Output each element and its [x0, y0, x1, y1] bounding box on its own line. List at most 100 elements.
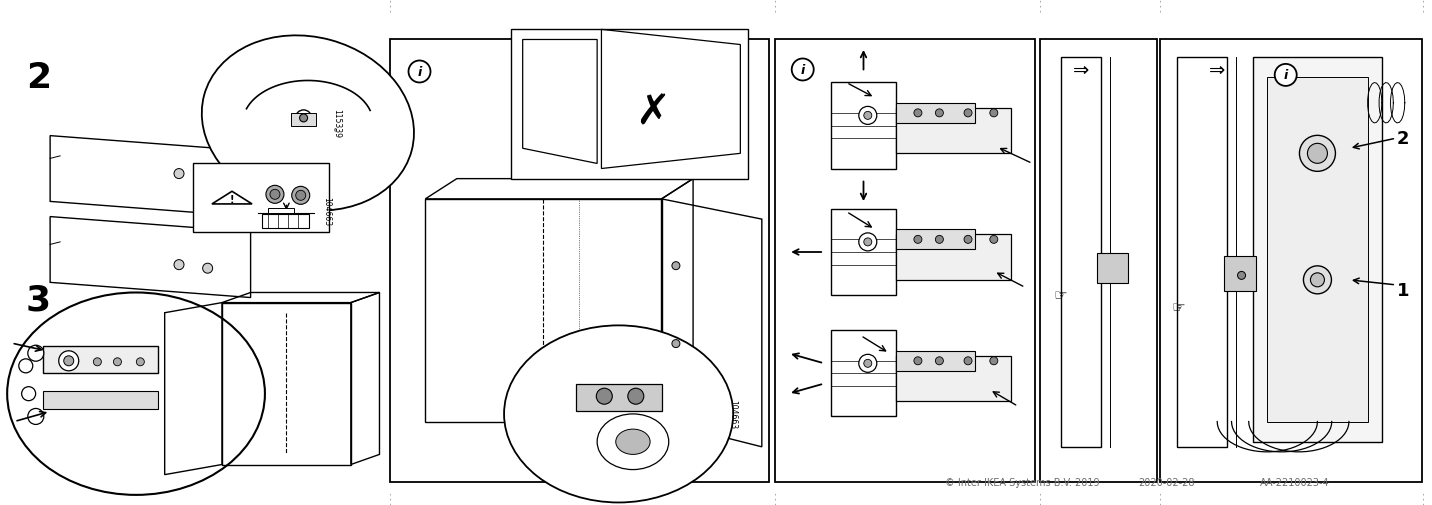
Circle shape [935, 110, 944, 118]
Text: e: e [331, 127, 337, 131]
Circle shape [990, 357, 998, 365]
Bar [896, 235, 1011, 280]
Bar [511, 30, 748, 179]
Circle shape [863, 238, 872, 246]
Circle shape [19, 359, 33, 373]
Circle shape [914, 236, 922, 244]
Bar [896, 109, 1011, 154]
Ellipse shape [616, 429, 650, 454]
Circle shape [1274, 65, 1297, 87]
Text: ⇒: ⇒ [1210, 61, 1226, 80]
Circle shape [859, 107, 876, 125]
Text: ☞: ☞ [1171, 300, 1186, 315]
Circle shape [990, 110, 998, 118]
Bar [291, 114, 316, 126]
Bar [896, 351, 975, 371]
Circle shape [266, 186, 284, 204]
Circle shape [408, 62, 431, 83]
Circle shape [203, 264, 212, 274]
Circle shape [175, 169, 183, 179]
Circle shape [863, 360, 872, 368]
Text: 115339: 115339 [332, 109, 341, 138]
Circle shape [271, 190, 279, 200]
Bar [832, 83, 896, 169]
Circle shape [1299, 136, 1336, 172]
Text: i: i [417, 66, 421, 79]
Circle shape [935, 357, 944, 365]
Bar [896, 104, 975, 124]
Circle shape [672, 340, 680, 348]
Circle shape [990, 236, 998, 244]
Ellipse shape [7, 293, 265, 495]
Bar [262, 214, 309, 228]
Circle shape [203, 173, 212, 183]
Bar [832, 210, 896, 295]
Bar [1267, 78, 1368, 422]
Text: ☞: ☞ [1054, 288, 1068, 303]
Circle shape [59, 351, 79, 371]
Circle shape [964, 357, 972, 365]
Text: 104663: 104663 [729, 399, 737, 429]
Circle shape [914, 110, 922, 118]
Circle shape [672, 262, 680, 270]
Text: 2020-02-28: 2020-02-28 [1138, 477, 1194, 487]
Text: i: i [800, 64, 805, 77]
Text: © Inter IKEA Systems B.V. 2019: © Inter IKEA Systems B.V. 2019 [945, 477, 1100, 487]
Bar [390, 40, 769, 482]
Bar [1160, 40, 1422, 482]
Circle shape [859, 233, 876, 251]
Circle shape [27, 345, 44, 362]
Circle shape [292, 187, 309, 205]
Bar [896, 356, 1011, 401]
Circle shape [1310, 273, 1325, 287]
Bar [1061, 58, 1101, 447]
Circle shape [64, 356, 73, 366]
Circle shape [935, 236, 944, 244]
Bar [1253, 58, 1382, 442]
Bar [268, 209, 294, 213]
Circle shape [863, 112, 872, 120]
Circle shape [964, 236, 972, 244]
Ellipse shape [202, 36, 414, 211]
Text: ✗: ✗ [636, 91, 670, 133]
Circle shape [859, 355, 876, 373]
Text: 3: 3 [26, 283, 52, 317]
Circle shape [1307, 144, 1327, 164]
Bar [193, 164, 329, 232]
Text: !: ! [229, 195, 235, 205]
Bar [1040, 40, 1157, 482]
Ellipse shape [597, 414, 669, 470]
Text: 2: 2 [1398, 130, 1409, 148]
Circle shape [1303, 266, 1332, 294]
Bar [43, 346, 158, 374]
Circle shape [175, 260, 183, 270]
Bar [832, 331, 896, 417]
Circle shape [299, 115, 308, 123]
Bar [775, 40, 1035, 482]
Text: ⇒: ⇒ [1073, 61, 1088, 80]
Circle shape [296, 191, 305, 201]
Circle shape [1237, 272, 1246, 280]
Circle shape [295, 111, 312, 127]
Text: i: i [1283, 69, 1287, 82]
Bar [1097, 254, 1128, 284]
Ellipse shape [504, 326, 733, 502]
Circle shape [113, 358, 122, 366]
Bar [896, 230, 975, 250]
Text: AA-2210023-4: AA-2210023-4 [1260, 477, 1330, 487]
Text: 104663: 104663 [322, 196, 331, 226]
Bar [576, 384, 662, 412]
Bar [43, 391, 158, 409]
Circle shape [596, 388, 613, 405]
Circle shape [27, 409, 44, 425]
Circle shape [21, 387, 36, 401]
Circle shape [136, 358, 145, 366]
Circle shape [627, 388, 644, 405]
Bar [1177, 58, 1227, 447]
Circle shape [93, 358, 102, 366]
Circle shape [792, 60, 813, 81]
Circle shape [914, 357, 922, 365]
Text: 2: 2 [26, 61, 52, 94]
Circle shape [964, 110, 972, 118]
Text: 1: 1 [1398, 281, 1409, 299]
